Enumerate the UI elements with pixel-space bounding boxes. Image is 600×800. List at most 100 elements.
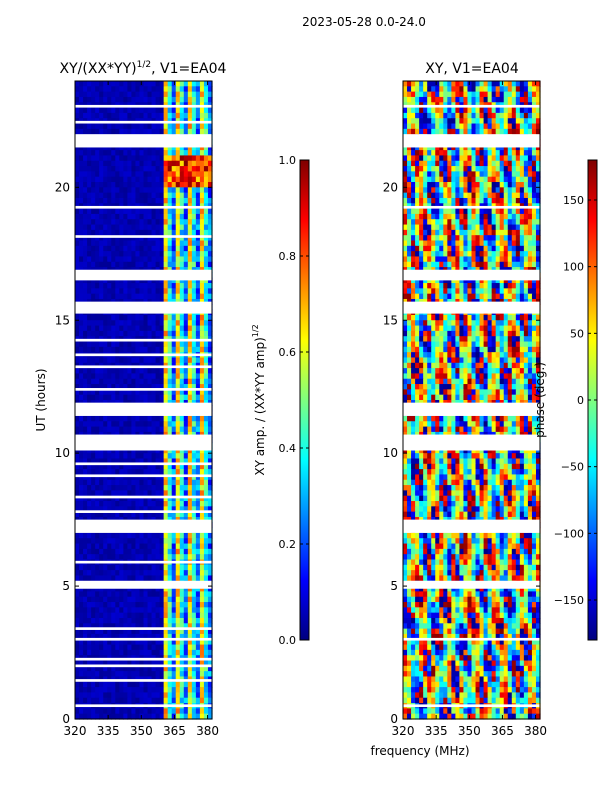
heatmap-cell	[91, 288, 96, 295]
heatmap-cell	[103, 453, 108, 460]
heatmap-cell	[103, 639, 108, 646]
heatmap-cell	[195, 671, 201, 678]
heatmap-cell	[479, 150, 485, 157]
heatmap-cell	[535, 112, 541, 119]
heatmap-cell	[163, 532, 169, 539]
heatmap-cell	[503, 91, 509, 98]
heatmap-cell	[507, 182, 513, 188]
amp-ylabel: UT (hours)	[34, 368, 48, 431]
heatmap-cell	[103, 458, 108, 465]
heatmap-cell	[143, 415, 149, 422]
heatmap-cell	[103, 314, 108, 321]
heatmap-cell	[191, 166, 197, 172]
heatmap-cell	[207, 617, 213, 624]
heatmap-cell	[147, 586, 153, 592]
heatmap-cell	[151, 447, 157, 454]
heatmap-cell	[199, 176, 205, 183]
heatmap-cell	[79, 660, 84, 667]
heatmap-cell	[139, 506, 145, 513]
heatmap-cell	[483, 192, 489, 199]
heatmap-cell	[483, 160, 489, 167]
heatmap-cell	[135, 155, 141, 162]
heatmap-cell	[207, 415, 213, 422]
flagged-row	[75, 580, 212, 589]
heatmap-cell	[207, 251, 213, 258]
heatmap-cell	[119, 708, 124, 715]
heatmap-cell	[95, 607, 100, 614]
heatmap-cell	[123, 277, 128, 284]
heatmap-cell	[155, 421, 161, 428]
heatmap-cell	[459, 107, 465, 114]
heatmap-cell	[523, 96, 529, 103]
heatmap-cell	[195, 320, 201, 327]
heatmap-cell	[143, 697, 149, 704]
heatmap-cell	[83, 112, 88, 119]
heatmap-cell	[139, 538, 145, 545]
heatmap-cell	[175, 171, 181, 178]
heatmap-cell	[123, 123, 128, 130]
heatmap-cell	[523, 81, 529, 87]
heatmap-cell	[163, 687, 169, 694]
heatmap-cell	[95, 447, 100, 454]
heatmap-cell	[115, 91, 120, 98]
heatmap-cell	[147, 623, 153, 630]
heatmap-cell	[79, 325, 84, 332]
heatmap-cell	[147, 602, 153, 608]
heatmap-cell	[135, 176, 141, 183]
heatmap-cell	[123, 554, 128, 561]
heatmap-cell	[155, 575, 161, 582]
heatmap-cell	[495, 192, 501, 199]
heatmap-cell	[127, 293, 133, 300]
heatmap-cell	[183, 660, 189, 667]
heatmap-cell	[107, 384, 112, 390]
heatmap-cell	[199, 697, 205, 704]
heatmap-cell	[191, 107, 197, 114]
heatmap-cell	[407, 187, 412, 194]
heatmap-cell	[115, 96, 120, 103]
heatmap-cell	[199, 426, 205, 433]
heatmap-cell	[83, 617, 88, 624]
heatmap-cell	[131, 511, 137, 518]
heatmap-cell	[115, 548, 120, 555]
heatmap-cell	[83, 128, 88, 135]
heatmap-cell	[147, 612, 153, 619]
heatmap-cell	[83, 538, 88, 545]
heatmap-cell	[207, 240, 213, 247]
heatmap-cell	[83, 469, 88, 476]
heatmap-cell	[507, 150, 513, 157]
heatmap-cell	[107, 373, 112, 380]
heatmap-cell	[95, 330, 100, 337]
heatmap-cell	[151, 501, 157, 507]
heatmap-cell	[179, 229, 185, 236]
heatmap-cell	[131, 378, 137, 385]
heatmap-cell	[83, 447, 88, 454]
heatmap-cell	[103, 325, 108, 332]
heatmap-cell	[75, 107, 80, 114]
heatmap-cell	[503, 144, 509, 151]
flagged-row	[75, 560, 212, 564]
heatmap-cell	[171, 426, 177, 433]
heatmap-cell	[183, 708, 189, 715]
heatmap-cell	[187, 107, 193, 114]
heatmap-cell	[163, 293, 169, 300]
heatmap-cell	[107, 649, 112, 656]
heatmap-cell	[199, 384, 205, 390]
heatmap-cell	[83, 708, 88, 715]
heatmap-cell	[175, 150, 181, 157]
heatmap-cell	[183, 314, 189, 321]
heatmap-cell	[127, 602, 133, 608]
heatmap-cell	[199, 86, 205, 93]
heatmap-cell	[171, 229, 177, 236]
heatmap-cell	[115, 144, 120, 151]
heatmap-cell	[515, 81, 521, 87]
heatmap-cell	[107, 330, 112, 337]
heatmap-cell	[147, 288, 153, 295]
heatmap-cell	[103, 112, 108, 119]
heatmap-cell	[123, 681, 128, 688]
heatmap-cell	[83, 293, 88, 300]
heatmap-cell	[131, 187, 137, 194]
heatmap-cell	[175, 373, 181, 380]
heatmap-cell	[199, 453, 205, 460]
heatmap-cell	[447, 91, 452, 98]
heatmap-cell	[519, 166, 525, 172]
